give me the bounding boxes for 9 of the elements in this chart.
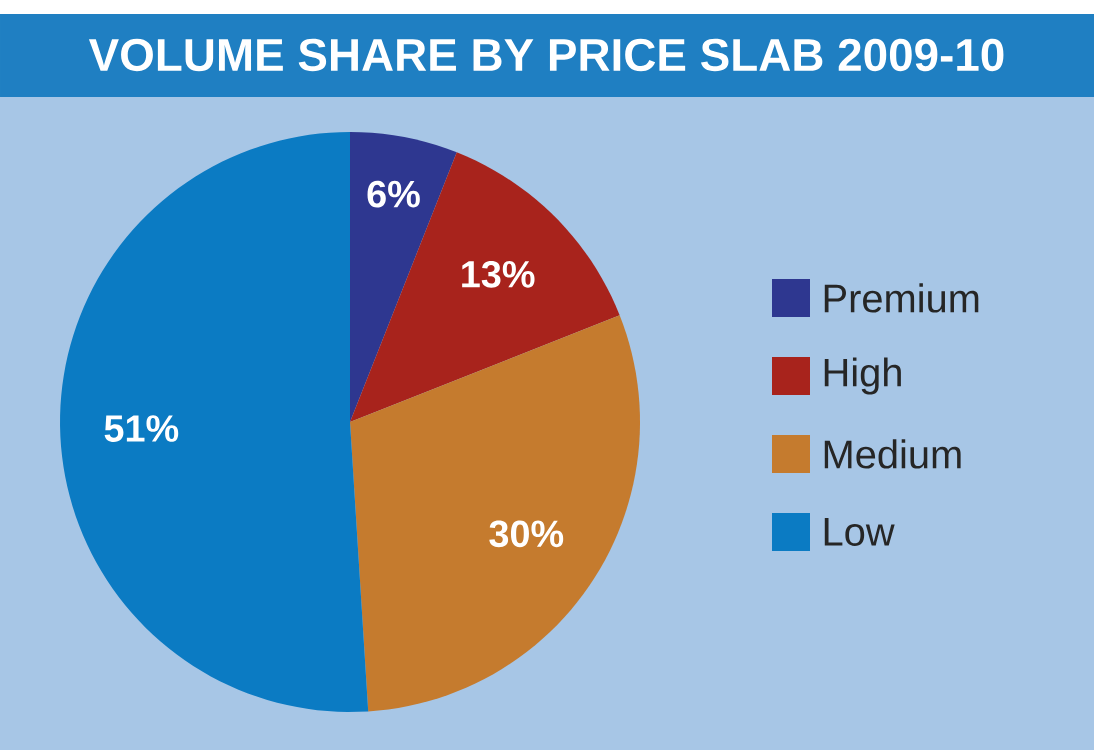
legend-label: Medium xyxy=(824,439,961,469)
data-label: 13% xyxy=(462,260,535,288)
chart-title: VOLUME SHARE BY PRICE SLAB 2009-10 xyxy=(88,38,1004,72)
legend-label: Low xyxy=(824,518,895,546)
data-label: 51% xyxy=(104,415,179,442)
legend-label: Premium xyxy=(824,283,979,313)
legend-label: High xyxy=(824,357,901,395)
data-label: 30% xyxy=(489,520,564,548)
data-label: 6% xyxy=(367,180,420,208)
